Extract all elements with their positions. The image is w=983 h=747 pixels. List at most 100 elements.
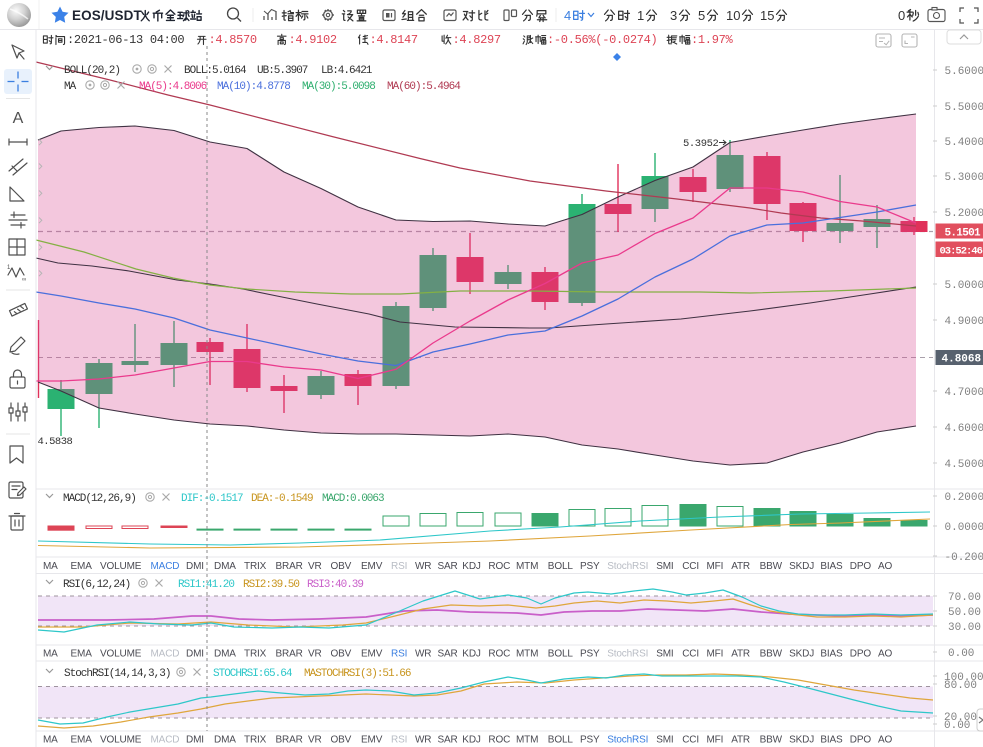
svg-text:BIAS: BIAS xyxy=(820,649,843,660)
svg-text:SAR: SAR xyxy=(438,735,458,746)
svg-text:0.0000: 0.0000 xyxy=(945,522,983,534)
svg-text:KDJ: KDJ xyxy=(462,735,481,746)
svg-text:DMI: DMI xyxy=(186,561,204,572)
svg-text:BBW: BBW xyxy=(760,649,783,660)
svg-text:VOLUME: VOLUME xyxy=(100,735,142,746)
svg-text:PSY: PSY xyxy=(580,561,600,572)
svg-text:MA(60):5.4964: MA(60):5.4964 xyxy=(387,81,461,93)
svg-text:MFI: MFI xyxy=(707,649,724,660)
svg-text:SMI: SMI xyxy=(656,649,673,660)
svg-text:DMI: DMI xyxy=(186,649,204,660)
svg-text:MA: MA xyxy=(64,81,77,93)
svg-text:MA(30):5.0098: MA(30):5.0098 xyxy=(302,81,375,93)
svg-text:03:52:46: 03:52:46 xyxy=(940,246,983,258)
svg-text:EMV: EMV xyxy=(361,649,383,660)
svg-text::2021-06-13 04:00: :2021-06-13 04:00 xyxy=(67,33,184,47)
svg-text:5.1501: 5.1501 xyxy=(945,228,982,240)
svg-text:BRAR: BRAR xyxy=(276,561,303,572)
svg-text:VR: VR xyxy=(308,649,322,660)
svg-text:5.3000: 5.3000 xyxy=(945,172,983,184)
svg-text:5.6000: 5.6000 xyxy=(945,66,983,78)
svg-text:4.7000: 4.7000 xyxy=(945,387,983,399)
svg-text:KDJ: KDJ xyxy=(462,561,481,572)
svg-text:BRAR: BRAR xyxy=(276,735,303,746)
svg-text:RSI(6,12,24): RSI(6,12,24) xyxy=(63,579,130,591)
svg-text:WR: WR xyxy=(415,561,431,572)
svg-text:RSI3:40.39: RSI3:40.39 xyxy=(307,579,363,591)
svg-text:4.6000: 4.6000 xyxy=(945,423,983,435)
svg-text:ATR: ATR xyxy=(731,649,750,660)
svg-text:15: 15 xyxy=(760,8,774,23)
svg-text:0: 0 xyxy=(898,8,905,23)
svg-text:TRIX: TRIX xyxy=(244,735,267,746)
svg-text:∞: ∞ xyxy=(22,277,26,283)
svg-text::1.97%: :1.97% xyxy=(691,33,734,47)
svg-text:ROC: ROC xyxy=(488,649,510,660)
svg-text:0.00: 0.00 xyxy=(948,648,974,660)
svg-text:EOS/USDT: EOS/USDT xyxy=(72,8,142,23)
svg-text:CCI: CCI xyxy=(682,561,699,572)
svg-text:VOLUME: VOLUME xyxy=(100,561,142,572)
svg-text::-0.56%(-0.0274): :-0.56%(-0.0274) xyxy=(547,33,657,47)
svg-text:MA: MA xyxy=(43,735,58,746)
svg-text:UB:5.3907: UB:5.3907 xyxy=(257,65,308,77)
svg-text:DPO: DPO xyxy=(850,649,872,660)
svg-text:5.3952: 5.3952 xyxy=(683,138,719,150)
svg-text:1: 1 xyxy=(637,8,644,23)
svg-text:StochRSI: StochRSI xyxy=(607,561,648,572)
svg-text:BOLL:5.0164: BOLL:5.0164 xyxy=(184,65,247,77)
svg-text:DMA: DMA xyxy=(214,649,236,660)
svg-text:MA(10):4.8778: MA(10):4.8778 xyxy=(217,81,290,93)
svg-text:AO: AO xyxy=(878,649,893,660)
svg-text:100.00: 100.00 xyxy=(944,672,983,684)
svg-text:DPO: DPO xyxy=(850,735,872,746)
svg-text:4: 4 xyxy=(564,8,571,23)
svg-text::4.9102: :4.9102 xyxy=(289,33,337,47)
svg-text:EMA: EMA xyxy=(71,735,93,746)
svg-text:STOCHRSI:65.64: STOCHRSI:65.64 xyxy=(213,668,293,680)
svg-text:MASTOCHRSI(3):51.66: MASTOCHRSI(3):51.66 xyxy=(304,668,411,680)
svg-text:MTM: MTM xyxy=(516,649,538,660)
svg-text:CCI: CCI xyxy=(682,649,699,660)
svg-text:ATR: ATR xyxy=(731,561,750,572)
svg-text:A: A xyxy=(13,110,24,127)
svg-text:MTM: MTM xyxy=(516,561,538,572)
svg-text:ATR: ATR xyxy=(731,735,750,746)
svg-text:BBW: BBW xyxy=(760,561,783,572)
svg-text:StochRSI: StochRSI xyxy=(607,735,648,746)
svg-text::4.8297: :4.8297 xyxy=(453,33,501,47)
svg-text:DMI: DMI xyxy=(186,735,204,746)
svg-text:CCI: CCI xyxy=(682,735,699,746)
svg-text:TRIX: TRIX xyxy=(244,561,267,572)
svg-text:MA: MA xyxy=(43,561,58,572)
svg-text:30.00: 30.00 xyxy=(948,622,981,634)
svg-text:BBW: BBW xyxy=(760,735,783,746)
svg-text:BOLL: BOLL xyxy=(548,561,574,572)
svg-text:5: 5 xyxy=(698,8,705,23)
svg-text:DIF:-0.1517: DIF:-0.1517 xyxy=(181,493,243,505)
svg-text:50.00: 50.00 xyxy=(948,607,981,619)
svg-text:SAR: SAR xyxy=(438,649,458,660)
svg-text:4.8068: 4.8068 xyxy=(942,354,982,366)
svg-text:OBV: OBV xyxy=(331,561,352,572)
svg-text:BIAS: BIAS xyxy=(820,561,843,572)
svg-text:SMI: SMI xyxy=(656,735,673,746)
svg-text:SKDJ: SKDJ xyxy=(789,649,814,660)
svg-text:BIAS: BIAS xyxy=(820,735,843,746)
svg-text::4.8570: :4.8570 xyxy=(209,33,257,47)
svg-text:ROC: ROC xyxy=(488,561,510,572)
svg-text:EMA: EMA xyxy=(71,561,93,572)
svg-text:ROC: ROC xyxy=(488,735,510,746)
svg-text:MACD: MACD xyxy=(151,735,180,746)
svg-text:AO: AO xyxy=(878,561,893,572)
svg-text:0.00: 0.00 xyxy=(944,720,970,732)
svg-text:80.00: 80.00 xyxy=(944,680,977,692)
svg-text:0.2000: 0.2000 xyxy=(945,492,983,504)
svg-text:StochRSI: StochRSI xyxy=(607,649,648,660)
svg-text:MA(5):4.8006: MA(5):4.8006 xyxy=(139,81,207,93)
svg-text::4.8147: :4.8147 xyxy=(370,33,418,47)
svg-text:20.00: 20.00 xyxy=(944,712,977,724)
svg-text:DMA: DMA xyxy=(214,735,236,746)
svg-text:SKDJ: SKDJ xyxy=(789,735,814,746)
svg-text:EMV: EMV xyxy=(361,735,383,746)
